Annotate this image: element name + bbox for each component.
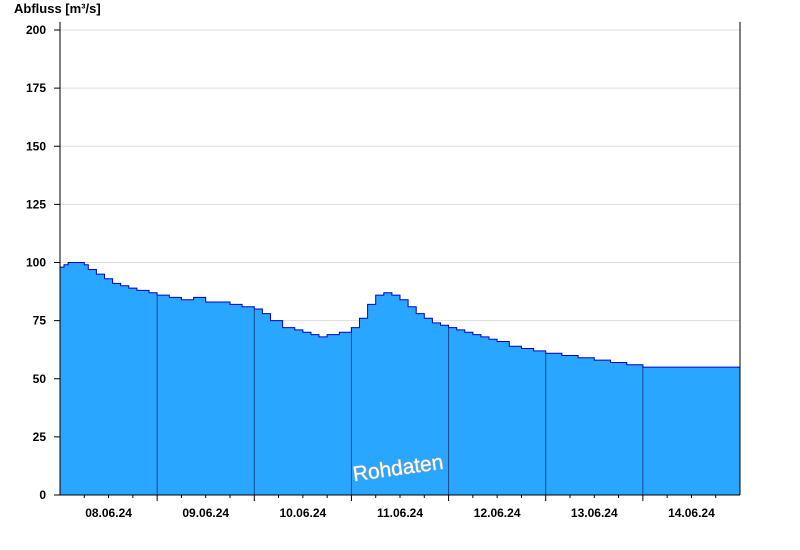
y-axis-label: Abfluss [m³/s] [14, 1, 101, 16]
y-tick-label: 50 [33, 372, 47, 386]
x-tick-label: 12.06.24 [474, 506, 521, 520]
x-tick-label: 09.06.24 [182, 506, 229, 520]
y-tick-label: 0 [39, 488, 46, 502]
y-tick-label: 175 [26, 81, 46, 95]
y-tick-label: 125 [26, 197, 46, 211]
discharge-area [60, 262, 740, 495]
x-ticks: 08.06.24 09.06.24 10.06.24 11.06.24 12.06.24… [83, 495, 717, 520]
x-tick-label: 10.06.24 [279, 506, 326, 520]
y-tick-label: 100 [26, 256, 46, 270]
x-tick-label: 14.06.24 [668, 506, 715, 520]
y-tick-label: 75 [33, 314, 47, 328]
y-tick-label: 200 [26, 23, 46, 37]
y-tick-label: 25 [33, 430, 47, 444]
day-separators [156, 295, 644, 495]
y-tick-label: 150 [26, 139, 46, 153]
x-tick-label: 11.06.24 [377, 506, 423, 520]
x-tick-label: 13.06.24 [571, 506, 618, 520]
x-tick-label: 08.06.24 [85, 506, 132, 520]
discharge-line [60, 262, 741, 370]
y-ticks: 0 25 50 75 100 125 150 175 200 [26, 23, 60, 502]
